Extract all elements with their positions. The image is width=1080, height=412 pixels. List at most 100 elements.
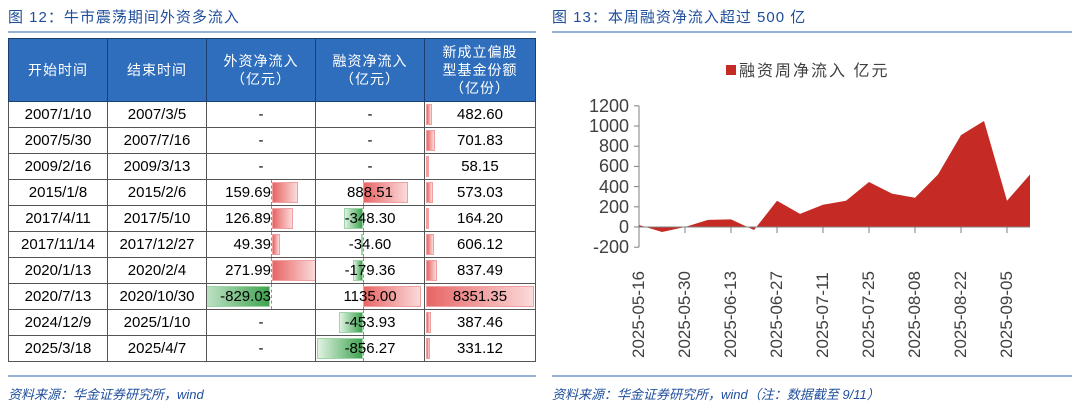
bar-axis-line [271, 284, 272, 309]
bar-axis-line [363, 258, 364, 283]
cell-value: 2024/12/9 [24, 314, 92, 331]
cell-value: 159.69 [225, 184, 271, 201]
cell-start-date: 2024/12/9 [8, 309, 108, 336]
cell-value: 2015/2/6 [127, 184, 187, 201]
negative-data-bar [344, 208, 363, 229]
bar-axis-line [363, 206, 364, 231]
cell-value: 164.20 [457, 210, 503, 227]
margin-inflow-chart: 融资周净流入 亿元 -200 0 200 400 600 800 1000 1200 2025… [548, 40, 1080, 370]
header-margin-inflow: 融资净流入 （亿元） [315, 38, 425, 102]
cell-start-date: 2017/11/14 [8, 231, 108, 258]
cell-value: 126.89 [225, 210, 271, 227]
cell-start-date: 2007/5/30 [8, 127, 108, 154]
cell-value: - [367, 132, 373, 149]
x-tick-label: 2025-05-30 [675, 271, 694, 358]
table-row: 2020/1/13 2020/2/4 271.99 -179.36 837.49 [8, 257, 536, 284]
y-tick-label: 0 [618, 217, 629, 237]
cell-margin-inflow: -348.30 [315, 205, 425, 232]
table-row: 2007/1/10 2007/3/5 - - 482.60 [8, 101, 536, 128]
cell-end-date: 2007/3/5 [107, 101, 207, 128]
bar-axis-line [271, 206, 272, 231]
cell-end-date: 2017/5/10 [107, 205, 207, 232]
cell-value: 271.99 [225, 262, 271, 279]
foreign-inflow-table: 开始时间 结束时间 外资净流入 （亿元） 融资净流入 （亿元） 新成立偏股 型基金份额… [8, 38, 536, 362]
y-tick-label: 600 [598, 156, 629, 177]
table-row: 2024/12/9 2025/1/10 - -453.93 387.46 [8, 309, 536, 336]
cell-margin-inflow: - [315, 101, 425, 128]
positive-data-bar [426, 182, 434, 203]
cell-foreign-inflow: 271.99 [206, 257, 316, 284]
positive-data-bar [363, 286, 421, 307]
cell-value: 606.12 [457, 236, 503, 253]
positive-data-bar [426, 234, 434, 255]
cell-fund-shares: 701.83 [424, 127, 536, 154]
cell-value: - [258, 132, 264, 149]
x-tick-label: 2025-07-25 [859, 271, 878, 358]
cell-foreign-inflow: 49.39 [206, 231, 316, 258]
legend-label: 融资周净流入 亿元 [739, 63, 890, 80]
cell-foreign-inflow: - [206, 335, 316, 362]
cell-value: - [367, 106, 373, 123]
cell-fund-shares: 573.03 [424, 179, 536, 206]
table-row: 2025/3/18 2025/4/7 - -856.27 331.12 [8, 335, 536, 362]
table-row: 2020/7/13 2020/10/30 -829.03 1135.00 8351.35 [8, 283, 536, 310]
source-note: 资料来源：华金证券研究所，wind [8, 387, 204, 402]
cell-foreign-inflow: - [206, 127, 316, 154]
cell-margin-inflow: -453.93 [315, 309, 425, 336]
cell-value: - [258, 340, 264, 357]
cell-value: -856.27 [344, 340, 396, 357]
cell-end-date: 2009/3/13 [107, 153, 207, 180]
cell-margin-inflow: -856.27 [315, 335, 425, 362]
cell-value: 2007/7/16 [123, 132, 191, 149]
source-note: 资料来源：华金证券研究所，wind（注：数据截至 9/11） [552, 387, 880, 402]
cell-value: 2017/4/11 [25, 210, 91, 227]
cell-value: 2020/10/30 [119, 288, 195, 305]
cell-margin-inflow: 1135.00 [315, 283, 425, 310]
bar-axis-line [363, 336, 364, 361]
positive-data-bar [426, 104, 433, 125]
cell-start-date: 2009/2/16 [8, 153, 108, 180]
title-divider [8, 31, 536, 33]
figure-13-title: 图 13：本周融资净流入超过 500 亿 [552, 6, 806, 27]
cell-start-date: 2017/4/11 [8, 205, 108, 232]
cell-value: 2017/11/14 [21, 236, 95, 253]
figure-12-title: 图 12：牛市震荡期间外资多流入 [8, 6, 240, 27]
positive-data-bar [272, 208, 293, 229]
bar-axis-line [363, 232, 364, 257]
x-tick-label: 2025-09-05 [997, 271, 1016, 358]
cell-value: 387.46 [457, 314, 503, 331]
cell-fund-shares: 58.15 [424, 153, 536, 180]
header-fund-shares: 新成立偏股 型基金份额 （亿份） [424, 38, 536, 102]
cell-margin-inflow: - [315, 127, 425, 154]
cell-end-date: 2020/10/30 [107, 283, 207, 310]
x-tick-label: 2025-07-11 [813, 272, 832, 358]
positive-data-bar [426, 286, 534, 307]
positive-data-bar [426, 338, 431, 359]
cell-value: 8351.35 [452, 288, 508, 305]
cell-value: -34.60 [348, 236, 392, 253]
cell-value: 2009/2/16 [24, 158, 92, 175]
cell-value: 2025/1/10 [123, 314, 191, 331]
cell-value: -453.93 [344, 314, 396, 331]
cell-value: 2007/5/30 [24, 132, 92, 149]
y-tick-label: 800 [598, 136, 629, 157]
cell-end-date: 2015/2/6 [107, 179, 207, 206]
source-divider [552, 375, 1072, 377]
cell-margin-inflow: - [315, 153, 425, 180]
bar-axis-line [271, 258, 272, 283]
bar-axis-line [271, 232, 272, 257]
chart-legend: 融资周净流入 亿元 [726, 57, 889, 81]
cell-foreign-inflow: - [206, 101, 316, 128]
cell-start-date: 2020/1/13 [8, 257, 108, 284]
negative-data-bar [207, 286, 270, 307]
cell-value: 2020/7/13 [24, 288, 92, 305]
cell-value: 2025/4/7 [127, 340, 187, 357]
table-row: 2007/5/30 2007/7/16 - - 701.83 [8, 127, 536, 154]
x-tick-label: 2025-06-13 [721, 271, 740, 358]
cell-value: 49.39 [233, 236, 271, 253]
cell-foreign-inflow: - [206, 309, 316, 336]
cell-end-date: 2007/7/16 [107, 127, 207, 154]
cell-fund-shares: 606.12 [424, 231, 536, 258]
cell-start-date: 2015/1/8 [8, 179, 108, 206]
cell-fund-shares: 331.12 [424, 335, 536, 362]
